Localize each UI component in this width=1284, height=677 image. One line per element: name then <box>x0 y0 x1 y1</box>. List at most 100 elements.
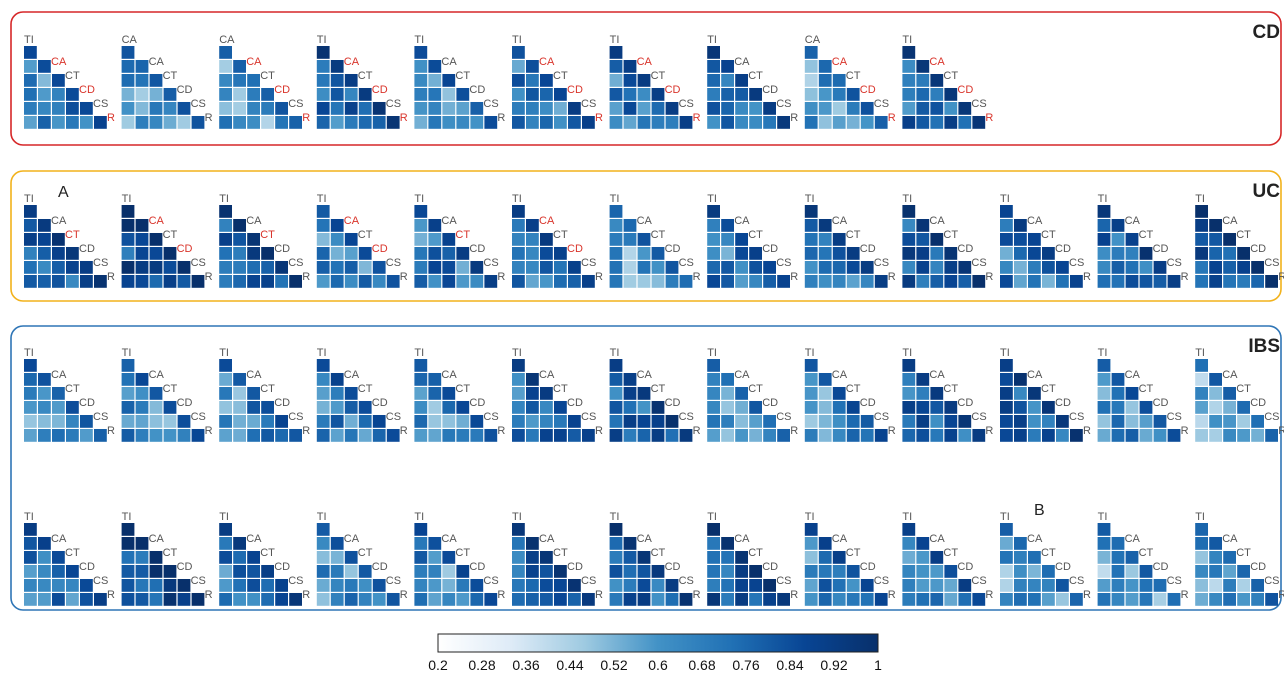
heatmap-cell <box>121 523 135 536</box>
heatmap-cell <box>804 429 818 442</box>
heatmap-cell <box>247 116 260 129</box>
heatmap-cell <box>38 551 51 564</box>
heatmap-cell <box>428 579 442 592</box>
heatmap-cell <box>456 88 470 101</box>
heatmap-cell <box>24 537 37 550</box>
heatmap-cell <box>66 579 79 592</box>
heatmap-cell <box>38 233 51 246</box>
heatmap-cell <box>1014 219 1027 232</box>
heatmap-cell <box>177 116 191 129</box>
heatmap-cell <box>38 401 51 414</box>
heatmap-cell <box>777 429 790 442</box>
segment-label: CD <box>372 84 388 96</box>
heatmap-cell <box>275 116 288 129</box>
heatmap-cell <box>219 401 232 414</box>
heatmap-cell <box>902 116 916 129</box>
heatmap-cell <box>804 261 818 274</box>
heatmap-cell <box>846 401 860 414</box>
heatmap-cell <box>52 401 65 414</box>
heatmap-cell <box>1042 593 1055 606</box>
heatmap-cell <box>749 401 762 414</box>
heatmap-cell <box>24 551 37 564</box>
heatmap-cell <box>902 88 916 101</box>
segment-label: CD <box>177 84 193 96</box>
heatmap-cell <box>944 88 958 101</box>
heatmap-cell <box>972 429 986 442</box>
heatmap-cell <box>261 116 274 129</box>
segment-label: CA <box>441 369 457 381</box>
segment-label: R <box>790 112 798 124</box>
colorbar-tick-label: 0.6 <box>648 657 668 673</box>
triangle-heatmap: TI CA CT CD CS R <box>316 34 408 129</box>
heatmap-cell <box>358 275 372 288</box>
segment-label: TI <box>414 511 424 523</box>
heatmap-cell <box>902 205 916 218</box>
segment-label: CS <box>483 98 498 110</box>
heatmap-cell <box>414 537 428 550</box>
segment-label: CD <box>1153 561 1169 573</box>
heatmap-cell <box>1111 429 1125 442</box>
heatmap-cell <box>804 359 818 372</box>
segment-label: R <box>985 589 993 601</box>
heatmap-cell <box>1000 551 1013 564</box>
segment-label: CA <box>637 56 653 68</box>
heatmap-cell <box>386 593 400 606</box>
heatmap-cell <box>24 523 37 536</box>
heatmap-cell <box>804 387 818 400</box>
heatmap-cell <box>526 551 539 564</box>
heatmap-cell <box>540 247 553 260</box>
heatmap-cell <box>38 261 51 274</box>
heatmap-cell <box>749 116 762 129</box>
triangle-heatmap: TI CA CT CD CS R <box>609 193 701 288</box>
colorbar-tick-label: 0.68 <box>688 657 715 673</box>
heatmap-cell <box>1097 551 1111 564</box>
colorbar-tick-label: 0.2 <box>428 657 448 673</box>
heatmap-cell <box>623 579 637 592</box>
heatmap-cell <box>219 429 232 442</box>
segment-label: CT <box>651 229 666 241</box>
segment-label: CS <box>581 411 596 423</box>
heatmap-cell <box>707 359 720 372</box>
segment-label: CD <box>567 84 583 96</box>
heatmap-cell <box>554 429 567 442</box>
segment-label: R <box>888 112 896 124</box>
heatmap-cell <box>1209 373 1222 386</box>
heatmap-cell <box>177 579 191 592</box>
heatmap-cell <box>247 88 260 101</box>
heatmap-cell <box>1139 275 1153 288</box>
segment-label: CD <box>79 561 95 573</box>
heatmap-cell <box>442 565 456 578</box>
heatmap-cell <box>24 415 37 428</box>
heatmap-cell <box>372 102 386 115</box>
segment-label: CS <box>874 411 889 423</box>
heatmap-cell <box>832 565 846 578</box>
segment-label: CS <box>1069 411 1084 423</box>
heatmap-cell <box>233 219 246 232</box>
segment-label: CS <box>93 257 108 269</box>
segment-label: CT <box>748 70 763 82</box>
heatmap-cell <box>1125 233 1139 246</box>
triangle-heatmap: TI CA CT CD CS R <box>414 193 505 288</box>
heatmap-cell <box>930 261 944 274</box>
heatmap-cell <box>1000 523 1013 536</box>
heatmap-cell <box>763 102 776 115</box>
heatmap-cell <box>554 247 567 260</box>
segment-label: CS <box>679 257 694 269</box>
segment-label: CT <box>260 383 275 395</box>
segment-label: CD <box>665 243 681 255</box>
segment-label: CA <box>344 533 360 545</box>
segment-label: R <box>1278 425 1284 437</box>
group-border <box>10 325 1282 611</box>
segment-label: CA <box>734 369 750 381</box>
segment-label: CS <box>874 257 889 269</box>
segment-label: CS <box>191 257 206 269</box>
triangle-heatmap: TI CA CT CD CS R <box>804 347 896 442</box>
heatmap-cell <box>219 593 232 606</box>
segment-label: CA <box>51 56 67 68</box>
segment-label: CT <box>1236 547 1251 559</box>
heatmap-cell <box>832 261 846 274</box>
heatmap-cell <box>568 593 581 606</box>
heatmap-cell <box>679 593 693 606</box>
heatmap-cell <box>330 387 344 400</box>
segment-label: TI <box>414 34 424 46</box>
